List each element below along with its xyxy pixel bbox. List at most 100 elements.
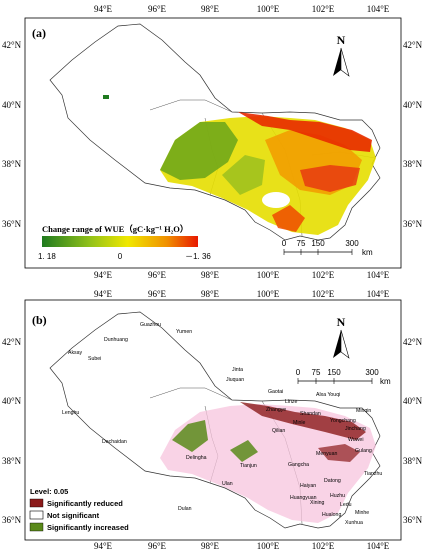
city-label: Lenghu (62, 410, 79, 416)
legend-label-not-significant: Not significant (47, 511, 100, 520)
city-label: Wuwei (348, 437, 363, 443)
map-b-darkred-area (240, 402, 366, 440)
city-label: Jiuquan (226, 377, 244, 383)
map-b-scale-tick: 0 (296, 368, 301, 377)
city-label: Minhe (355, 510, 369, 516)
map-b-left-tick: 36°N (2, 515, 22, 525)
map-a-legend-max: －1. 36 (185, 252, 211, 261)
map-a-legend-ramp (42, 236, 198, 247)
map-b-bottom-tick: 98°E (201, 541, 220, 550)
map-a-wue-green (160, 122, 238, 180)
map-a-top-tick: 96°E (148, 4, 167, 14)
city-label: Minqin (356, 408, 371, 414)
map-a-scale-unit: km (362, 248, 373, 257)
city-label: Datong (324, 478, 341, 484)
map-a-legend-min: 1. 18 (38, 252, 56, 261)
map-a-lake (262, 192, 290, 208)
city-label: Tianjun (240, 463, 257, 469)
city-label: Yongchang (330, 418, 356, 424)
map-a-wue-red (238, 112, 372, 152)
city-label: Ulan (222, 481, 233, 487)
legend-swatch-increased (29, 522, 44, 532)
legend-swatch-reduced (29, 498, 44, 508)
legend-label-increased: Significantly increased (47, 523, 129, 532)
city-label: Shandan (300, 411, 321, 417)
map-b-olive-area (172, 420, 208, 452)
map-a-wue-green-2 (222, 155, 265, 195)
city-label: Alxa Youqi (316, 392, 340, 398)
map-a-frame (24, 17, 402, 269)
map-a-top-tick: 100°E (257, 4, 280, 14)
map-a-right-tick: 42°N (403, 40, 423, 50)
city-label: Huangyuan (290, 495, 317, 501)
map-b-panel-label: (b) (32, 313, 47, 327)
map-b-region-outline (49, 311, 381, 529)
map-a-bottom-tick: 100°E (257, 270, 280, 280)
city-label: Subei (88, 356, 101, 362)
map-a-scale-tick: 0 (282, 239, 287, 248)
map-a-bottom-tick: 102°E (312, 270, 335, 280)
city-label: Yumen (176, 329, 192, 335)
map-a-region-outline (49, 23, 381, 241)
map-a-bottom-tick: 94°E (94, 270, 113, 280)
city-label: Qilian (272, 428, 285, 434)
map-b-right-tick: 42°N (403, 337, 423, 347)
city-label: Linze (285, 399, 298, 405)
city-label: Menyuan (316, 451, 337, 457)
city-label: Tianzhu (364, 471, 382, 477)
map-b-right-tick: 40°N (403, 396, 423, 406)
city-label: Xunhua (345, 520, 363, 526)
city-label: Dulan (178, 506, 192, 512)
map-a-top-tick: 98°E (201, 4, 220, 14)
map-a-top-tick: 104°E (367, 4, 390, 14)
map-b-bottom-tick: 104°E (367, 541, 390, 550)
map-b-top-tick: 104°E (367, 289, 390, 299)
city-label: Jinchang (345, 426, 366, 432)
map-b-frame (24, 299, 402, 541)
city-label: Ledu (340, 502, 352, 508)
city-label: Xining (310, 500, 325, 506)
map-b-scale-unit: km (380, 377, 391, 386)
map-a-top-tick: 102°E (312, 4, 335, 14)
city-label: Gulang (355, 448, 372, 454)
map-b-inner-border (149, 387, 233, 401)
map-a-bottom-tick: 104°E (367, 270, 390, 280)
map-a-legend-title: Change range of WUE（gC·kg⁻¹ H₂O） (42, 224, 188, 234)
map-a-left-tick: 38°N (2, 159, 22, 169)
map-a-scale-tick: 150 (311, 239, 325, 248)
legend-label-reduced: Significantly reduced (47, 499, 123, 508)
city-label: Minle (293, 420, 306, 426)
map-a-bottom-tick: 96°E (148, 270, 167, 280)
map-b-scale-tick: 150 (327, 368, 341, 377)
map-b-pink-area (160, 404, 376, 523)
map-b-darkred-area-2 (318, 444, 360, 462)
map-b-top-tick: 94°E (94, 289, 113, 299)
map-a-right-tick: 40°N (403, 100, 423, 110)
map-a-inner-border (149, 99, 233, 113)
map-a-top-tick: 94°E (94, 4, 113, 14)
map-b-bottom-tick: 100°E (257, 541, 280, 550)
map-b-top-tick: 98°E (201, 289, 220, 299)
city-label: Haiyan (300, 483, 316, 489)
map-b-left-tick: 38°N (2, 456, 22, 466)
map-a-north-arrow: N (333, 33, 350, 77)
map-b-bottom-tick: 102°E (312, 541, 335, 550)
map-b-north-label: N (337, 315, 346, 329)
map-b-right-tick: 38°N (403, 456, 423, 466)
city-label: Dunhuang (104, 337, 128, 343)
city-label: Zhangye (266, 407, 286, 413)
map-a-legend-mid: 0 (118, 252, 123, 261)
map-a-legend: Change range of WUE（gC·kg⁻¹ H₂O） 1. 18 0… (38, 224, 211, 261)
map-b-olive-area-2 (230, 440, 258, 462)
map-b-bottom-tick: 94°E (94, 541, 113, 550)
map-b-bottom-tick: 96°E (148, 541, 167, 550)
map-a-wue-red-2 (300, 165, 360, 192)
city-label: Gaotai (268, 389, 283, 395)
map-b-scale-bar: 0 75 150 300 km (296, 368, 391, 386)
map-b-left-tick: 40°N (2, 396, 22, 406)
map-a-right-tick: 36°N (403, 219, 423, 229)
map-a-right-tick: 38°N (403, 159, 423, 169)
map-b-scale-tick: 300 (365, 368, 379, 377)
city-label: Gangcha (288, 462, 309, 468)
